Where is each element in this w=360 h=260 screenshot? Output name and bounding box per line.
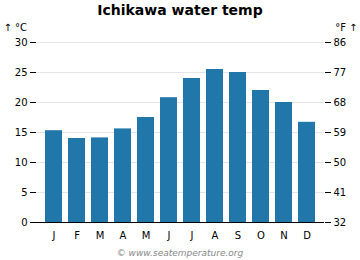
svg-text:68: 68 [334,97,347,108]
svg-text:J: J [52,230,56,241]
svg-text:50: 50 [334,157,347,168]
svg-text:O: O [257,230,265,241]
svg-text:0: 0 [21,217,27,228]
svg-text:86: 86 [334,37,347,48]
svg-text:5: 5 [21,187,27,198]
svg-text:59: 59 [334,127,347,138]
svg-text:20: 20 [15,97,28,108]
svg-text:S: S [235,230,241,241]
svg-text:J: J [190,230,194,241]
svg-text:°F ↑: °F ↑ [335,22,357,33]
svg-text:M: M [142,230,151,241]
html-text:Ichikawa water temp: Ichikawa water temp [97,2,263,18]
svg-text:32: 32 [334,217,347,228]
svg-text:15: 15 [15,127,28,138]
svg-text:M: M [96,230,105,241]
svg-text:A: A [120,230,127,241]
svg-text:D: D [303,230,311,241]
html-text:© www.seatemperature.org: © www.seatemperature.org [116,248,244,258]
svg-text:30: 30 [15,37,28,48]
svg-text:↑ °C: ↑ °C [4,22,28,33]
svg-text:F: F [74,230,80,241]
svg-text:25: 25 [15,67,28,78]
svg-text:N: N [280,230,287,241]
svg-text:10: 10 [15,157,28,168]
svg-text:J: J [167,230,171,241]
svg-text:41: 41 [334,187,347,198]
svg-text:77: 77 [334,67,347,78]
svg-text:A: A [212,230,219,241]
